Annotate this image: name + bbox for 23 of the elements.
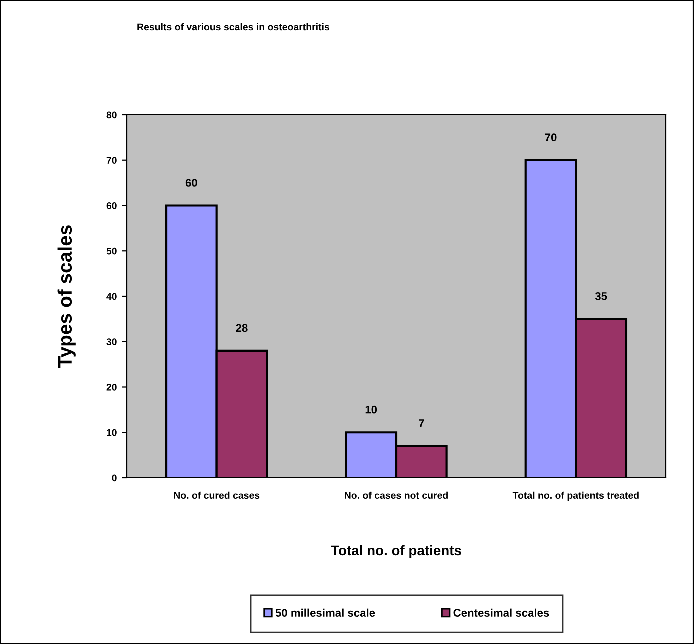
legend-label: Centesimal scales <box>454 608 550 617</box>
y-tick-label: 40 <box>106 293 117 300</box>
data-label: 28 <box>236 324 248 332</box>
x-tick-label: Total no. of patients treated <box>512 492 639 501</box>
x-tick-label: No. of cases not cured <box>345 492 448 500</box>
y-tick-label: 20 <box>106 384 117 391</box>
y-tick-label: 70 <box>106 157 117 164</box>
x-tick-label: No. of cured cases <box>174 492 260 500</box>
y-axis-title: Types of scales <box>58 226 76 368</box>
y-tick-label: 30 <box>106 338 117 346</box>
data-label: 35 <box>595 292 608 300</box>
data-label: 70 <box>545 134 557 142</box>
data-label: 10 <box>366 406 378 414</box>
y-tick-label: 60 <box>106 202 117 210</box>
data-label: 60 <box>186 179 198 187</box>
y-tick-label: 0 <box>112 474 117 482</box>
data-label: 7 <box>419 420 424 428</box>
x-axis-title: Total no. of patients <box>331 545 462 558</box>
legend-label: 50 millesimal scale <box>276 608 376 617</box>
chart-title: Results of various scales in osteoarthritis <box>138 23 330 31</box>
y-tick-label: 50 <box>106 248 117 255</box>
y-tick-label: 10 <box>107 429 117 436</box>
y-tick-label: 80 <box>106 112 117 119</box>
